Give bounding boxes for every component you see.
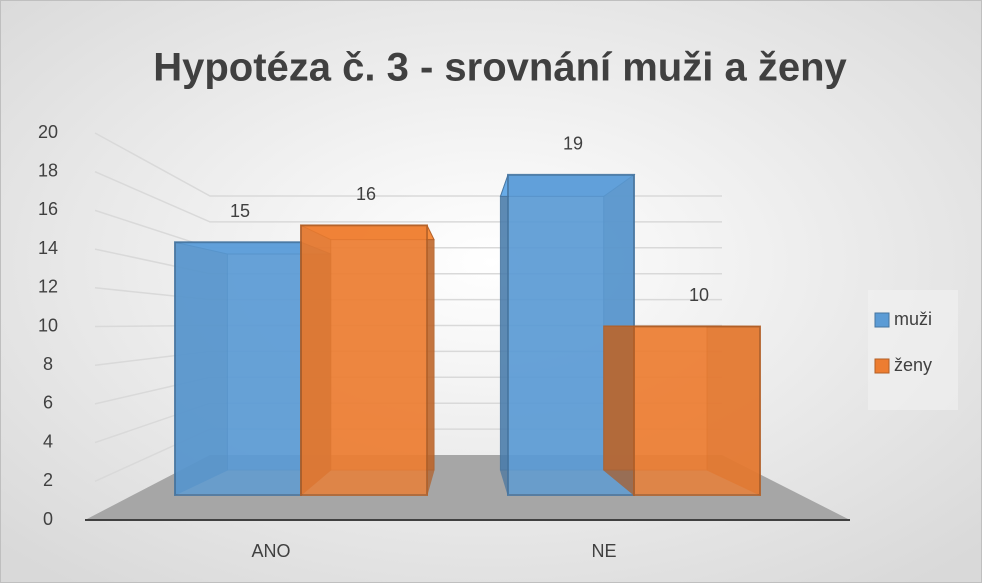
legend-label: muži <box>894 309 932 329</box>
data-label: 16 <box>356 184 376 204</box>
legend-swatch <box>874 312 890 328</box>
data-label: 10 <box>689 285 709 305</box>
data-label: 19 <box>563 134 583 154</box>
legend-swatch <box>874 358 890 374</box>
y-tick-label: 20 <box>38 122 58 142</box>
chart-title: Hypotéza č. 3 - srovnání muži a ženy <box>153 46 847 90</box>
x-tick-label: ANO <box>251 541 290 561</box>
y-tick-label: 12 <box>38 277 58 297</box>
data-label: 15 <box>230 201 250 221</box>
y-tick-label: 16 <box>38 199 58 219</box>
legend <box>868 290 958 410</box>
legend-label: ženy <box>894 355 932 375</box>
bar-side <box>603 325 635 497</box>
bar-side <box>426 225 435 496</box>
bar <box>300 224 428 496</box>
y-tick-label: 18 <box>38 160 58 180</box>
y-tick-label: 14 <box>38 238 58 258</box>
bar <box>633 325 761 496</box>
x-tick-label: NE <box>591 541 616 561</box>
y-tick-label: 2 <box>43 470 53 490</box>
y-tick-label: 6 <box>43 393 53 413</box>
bar <box>174 241 302 496</box>
bar-side <box>499 174 509 496</box>
y-tick-label: 10 <box>38 315 58 335</box>
y-tick-label: 8 <box>43 354 53 374</box>
y-tick-label: 4 <box>43 431 53 451</box>
y-tick-label: 0 <box>43 509 53 529</box>
